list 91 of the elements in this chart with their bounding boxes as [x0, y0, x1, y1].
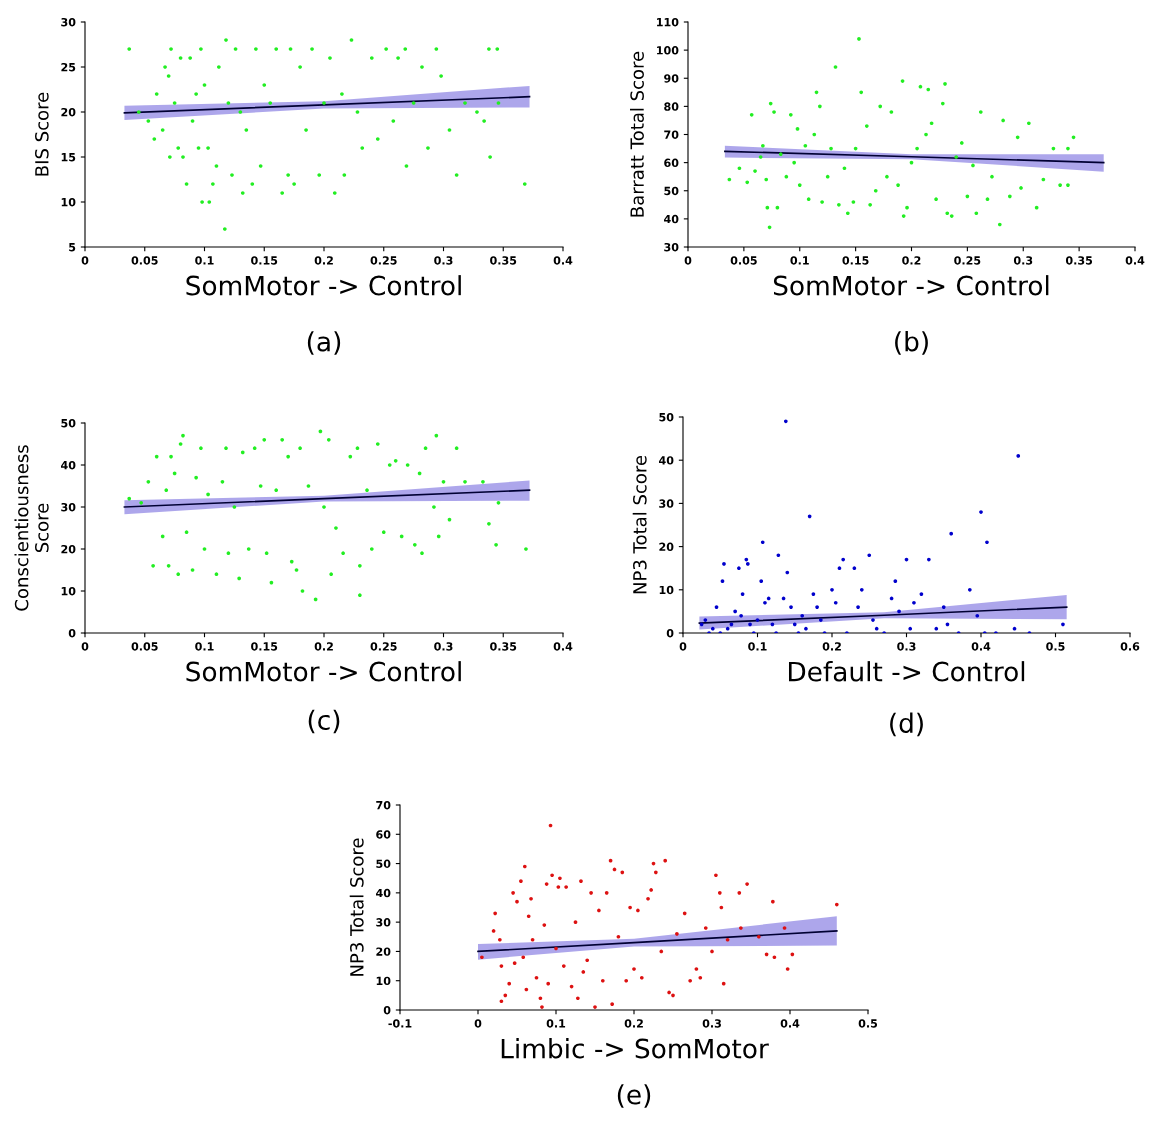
y-axis-title: BIS Score [35, 92, 49, 176]
x-tick-label: 0.2 [314, 256, 333, 265]
y-tick-label: 5 [69, 243, 76, 252]
x-tick-label: 0 [81, 256, 89, 265]
x-axis-title: Default -> Control [788, 661, 1025, 682]
x-tick-label: 0 [684, 256, 692, 265]
x-tick-label: 0.3 [1013, 256, 1033, 265]
x-tick-label: 0 [81, 642, 89, 651]
x-tick-label: 0.3 [434, 256, 453, 265]
x-tick-label: 0.2 [624, 1019, 643, 1028]
y-tick-label: 20 [376, 947, 391, 956]
y-tick-label: 70 [376, 800, 391, 810]
x-tick-label: 0.35 [490, 642, 517, 651]
y-tick-label: 20 [61, 107, 76, 117]
x-tick-label: 0.4 [1125, 256, 1145, 265]
x-tick-label: 0.1 [790, 256, 809, 265]
y-tick-label: 40 [376, 888, 391, 898]
x-tick-label: 0.25 [370, 256, 397, 265]
x-tick-label: 0.1 [546, 1019, 566, 1028]
y-tick-label: 70 [664, 130, 679, 139]
y-tick-label: 60 [376, 830, 391, 839]
text: (e) [617, 1084, 651, 1108]
y-axis-title: Conscientiousness Score [14, 445, 49, 611]
y-tick-label: 30 [376, 918, 391, 927]
y-tick-label: 30 [664, 242, 679, 252]
x-tick-label: 0.2 [902, 256, 921, 265]
y-tick-label: 50 [61, 418, 76, 428]
y-tick-label: 90 [664, 74, 679, 83]
x-tick-label: 0.6 [1120, 642, 1140, 651]
y-tick-label: 40 [659, 456, 674, 465]
x-tick-label: 0.5 [1046, 642, 1065, 651]
y-tick-label: 20 [61, 544, 76, 554]
text: (b) [895, 331, 928, 355]
x-tick-label: 0.4 [780, 1019, 800, 1028]
x-tick-label: 0.15 [842, 256, 869, 265]
y-tick-label: 30 [659, 499, 674, 508]
y-tick-label: 0 [383, 1005, 391, 1015]
y-tick-label: 25 [61, 62, 76, 72]
y-tick-label: 100 [657, 46, 679, 55]
x-tick-label: 0.05 [131, 256, 158, 265]
x-tick-label: 0.1 [195, 642, 214, 651]
x-tick-label: 0.25 [954, 256, 981, 265]
x-tick-label: 0.25 [370, 642, 397, 651]
y-axis-title: Barratt Total Score [629, 51, 644, 217]
text: (c) [308, 709, 340, 734]
x-tick-label: 0.1 [195, 256, 214, 265]
x-tick-label: 0.4 [553, 642, 573, 651]
y-tick-label: 50 [664, 186, 679, 196]
y-tick-label: 10 [61, 197, 76, 207]
y-tick-label: 0 [666, 628, 674, 638]
x-axis-title: Limbic -> SomMotor [501, 1038, 769, 1059]
y-tick-label: 10 [659, 585, 674, 595]
y-tick-label: 30 [61, 17, 76, 27]
y-tick-label: 40 [61, 460, 76, 470]
y-tick-label: 60 [664, 158, 679, 167]
x-tick-label: 0.2 [314, 642, 333, 651]
x-tick-label: 0.5 [858, 1019, 878, 1028]
y-tick-label: 50 [376, 859, 391, 868]
y-axis-title: NP3 Total Score [349, 838, 364, 976]
x-tick-label: 0.3 [897, 642, 916, 651]
y-axis-title: NP3 Total Score [632, 455, 647, 594]
y-tick-label: 0 [68, 628, 76, 638]
x-tick-label: 0.35 [490, 256, 517, 265]
y-tick-label: 30 [61, 502, 76, 512]
x-tick-label: 0.15 [251, 642, 278, 651]
y-tick-label: 80 [664, 102, 679, 111]
text: (d) [890, 712, 923, 737]
x-tick-label: 0 [679, 642, 687, 651]
y-tick-label: 110 [657, 17, 679, 27]
y-tick-label: 50 [659, 412, 674, 422]
y-tick-label: 40 [664, 214, 679, 224]
x-tick-label: 0.4 [971, 642, 991, 651]
text: (a) [307, 331, 341, 355]
y-tick-label: 10 [376, 976, 391, 986]
x-tick-label: 0.05 [730, 256, 757, 265]
x-tick-label: 0.4 [553, 256, 573, 265]
x-axis-title: SomMotor -> Control [773, 275, 1049, 296]
y-tick-label: 20 [659, 542, 674, 551]
x-tick-label: 0.2 [822, 642, 841, 651]
x-tick-label: 0.1 [748, 642, 767, 651]
x-tick-label: 0.15 [251, 256, 278, 265]
x-tick-label: 0 [474, 1019, 482, 1028]
x-tick-label: 0.35 [1065, 256, 1093, 265]
y-tick-label: 10 [61, 586, 76, 596]
x-tick-label: 0.3 [434, 642, 453, 651]
x-axis-title: SomMotor -> Control [186, 661, 461, 682]
x-axis-title: SomMotor -> Control [186, 275, 461, 296]
x-tick-label: 0.05 [131, 642, 158, 651]
y-tick-label: 15 [61, 153, 76, 162]
x-tick-label: -0.1 [388, 1019, 412, 1028]
x-tick-label: 0.3 [702, 1019, 721, 1028]
